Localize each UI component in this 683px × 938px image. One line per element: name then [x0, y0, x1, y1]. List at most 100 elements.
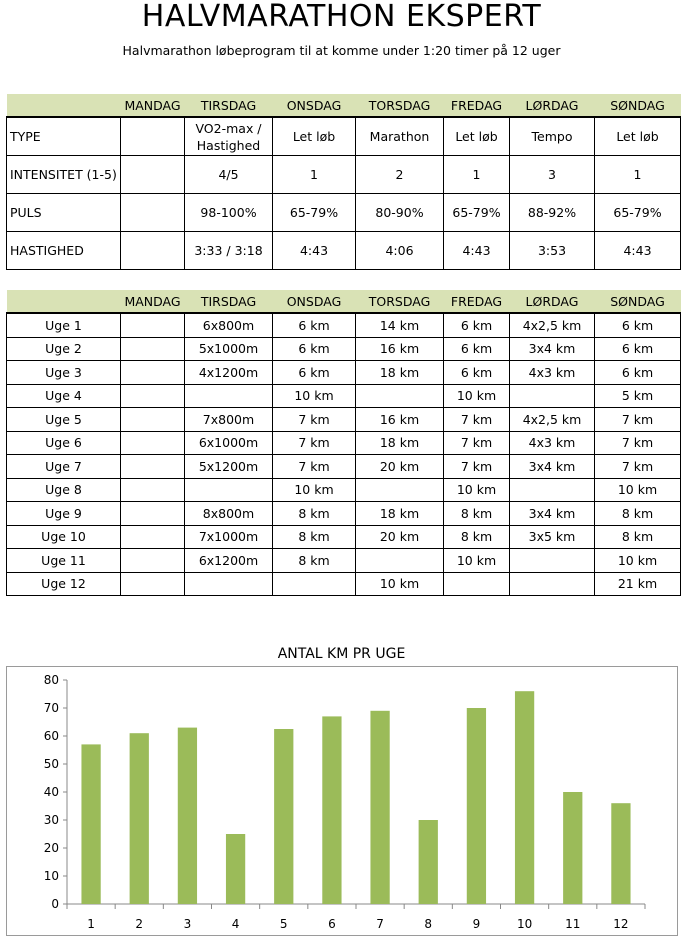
cell-fredag: 6 km [443, 360, 510, 385]
cell-fredag: 6 km [443, 312, 510, 338]
week-row-label: Uge 5 [6, 407, 121, 432]
cell-mandag [120, 336, 185, 361]
cell-onsdag: 7 km [272, 407, 356, 432]
intensity-row: INTENSITET (1-5) 4/5 1 2 1 3 1 [6, 155, 681, 194]
cell-tirsdag [184, 477, 273, 502]
cell-tirsdag: 7x1000m [184, 524, 273, 549]
week-row-label: Uge 10 [6, 524, 121, 549]
week-row-label: Uge 12 [6, 571, 121, 596]
week-row: Uge 7 5x1200m 7 km 20 km 7 km 3x4 km 7 km [6, 454, 681, 479]
bar-week-12 [611, 803, 631, 904]
cell-torsdag: 10 km [355, 571, 444, 596]
cell-onsdag [272, 571, 356, 596]
cell-mandag [120, 430, 185, 455]
x-tick-label: 4 [232, 917, 240, 931]
cell-torsdag: 18 km [355, 360, 444, 385]
cell-lørdag: 4x3 km [509, 360, 595, 385]
cell-onsdag: 65-79% [272, 193, 356, 232]
header-day: MANDAG [120, 94, 185, 118]
y-tick-label: 0 [51, 897, 59, 911]
cell-torsdag: 16 km [355, 336, 444, 361]
cell-lørdag: 3:53 [509, 231, 595, 270]
cell-søndag: 1 [594, 155, 681, 194]
cell-lørdag: 3 [509, 155, 595, 194]
x-tick-label: 12 [613, 917, 628, 931]
y-tick-label: 10 [44, 869, 59, 883]
cell-mandag [120, 193, 185, 232]
cell-mandag [120, 360, 185, 385]
cell-onsdag: 10 km [272, 477, 356, 502]
cell-tirsdag: 5x1000m [184, 336, 273, 361]
bar-week-5 [274, 729, 294, 904]
cell-søndag: 5 km [594, 383, 681, 408]
cell-søndag: 10 km [594, 477, 681, 502]
week-row: Uge 6 6x1000m 7 km 18 km 7 km 4x3 km 7 km [6, 430, 681, 455]
cell-tirsdag: 6x1000m [184, 430, 273, 455]
x-tick-label: 3 [184, 917, 192, 931]
cell-søndag: 21 km [594, 571, 681, 596]
header-blank-cell [6, 94, 121, 118]
bar-week-4 [225, 834, 246, 904]
cell-fredag: 1 [443, 155, 510, 194]
bar-week-8 [418, 820, 438, 904]
cell-torsdag: 18 km [355, 501, 444, 526]
y-tick-label: 50 [44, 757, 59, 771]
week-row-label: Uge 4 [6, 383, 121, 408]
cell-søndag: 7 km [594, 454, 681, 479]
x-tick-label: 5 [280, 917, 288, 931]
intensity-table: MANDAG TIRSDAG ONSDAG TORSDAG FREDAG LØR… [6, 94, 681, 270]
cell-torsdag: 2 [355, 155, 444, 194]
intensity-row-label: INTENSITET (1-5) [6, 155, 121, 194]
header-day: LØRDAG [509, 94, 595, 118]
bar-week-2 [129, 733, 149, 904]
cell-onsdag: 6 km [272, 360, 356, 385]
cell-tirsdag [184, 383, 273, 408]
cell-fredag: 10 km [443, 383, 510, 408]
cell-lørdag [509, 571, 595, 596]
cell-torsdag: 14 km [355, 312, 444, 338]
bar-week-11 [563, 792, 583, 904]
intensity-row-label: TYPE [6, 116, 121, 156]
intensity-row: TYPE VO2-max / Hastighed Let løb Marathon Le… [6, 116, 681, 156]
x-tick-label: 10 [517, 917, 532, 931]
chart-title: ANTAL KM PR UGE [277, 646, 406, 662]
y-tick-label: 40 [44, 785, 59, 799]
intensity-row-label: PULS [6, 193, 121, 232]
week-row-label: Uge 8 [6, 477, 121, 502]
cell-tirsdag: 7x800m [184, 407, 273, 432]
cell-tirsdag: VO2-max / Hastighed [184, 116, 273, 156]
cell-fredag: 65-79% [443, 193, 510, 232]
cell-mandag [120, 383, 185, 408]
header-day: SØNDAG [594, 94, 681, 118]
cell-onsdag: 8 km [272, 501, 356, 526]
header-day: ONSDAG [272, 94, 356, 118]
bar-week-10 [514, 691, 535, 904]
bar-week-3 [177, 727, 198, 904]
week-row-label: Uge 2 [6, 336, 121, 361]
bar-week-7 [370, 710, 390, 904]
week-row: Uge 4 10 km 10 km 5 km [6, 383, 681, 408]
cell-lørdag: 88-92% [509, 193, 595, 232]
y-tick-label: 20 [44, 841, 59, 855]
cell-søndag: 8 km [594, 501, 681, 526]
cell-onsdag: 7 km [272, 454, 356, 479]
cell-fredag: 7 km [443, 430, 510, 455]
cell-lørdag: 3x4 km [509, 454, 595, 479]
week-row: Uge 3 4x1200m 6 km 18 km 6 km 4x3 km 6 km [6, 360, 681, 385]
cell-søndag: 7 km [594, 430, 681, 455]
x-tick-label: 9 [473, 917, 481, 931]
schedule-header-row: MANDAG TIRSDAG ONSDAG TORSDAG FREDAG LØR… [6, 290, 681, 314]
cell-onsdag: 6 km [272, 336, 356, 361]
x-tick-label: 1 [87, 917, 95, 931]
cell-onsdag: 10 km [272, 383, 356, 408]
cell-fredag: Let løb [443, 116, 510, 156]
week-row: Uge 1 6x800m 6 km 14 km 6 km 4x2,5 km 6 km [6, 312, 681, 338]
cell-søndag: 6 km [594, 312, 681, 338]
cell-tirsdag: 4/5 [184, 155, 273, 194]
y-tick-label: 80 [44, 673, 59, 687]
cell-torsdag [355, 383, 444, 408]
intensity-row: PULS 98-100% 65-79% 80-90% 65-79% 88-92% 65-79… [6, 193, 681, 232]
week-row-label: Uge 9 [6, 501, 121, 526]
header-day: LØRDAG [509, 290, 595, 314]
